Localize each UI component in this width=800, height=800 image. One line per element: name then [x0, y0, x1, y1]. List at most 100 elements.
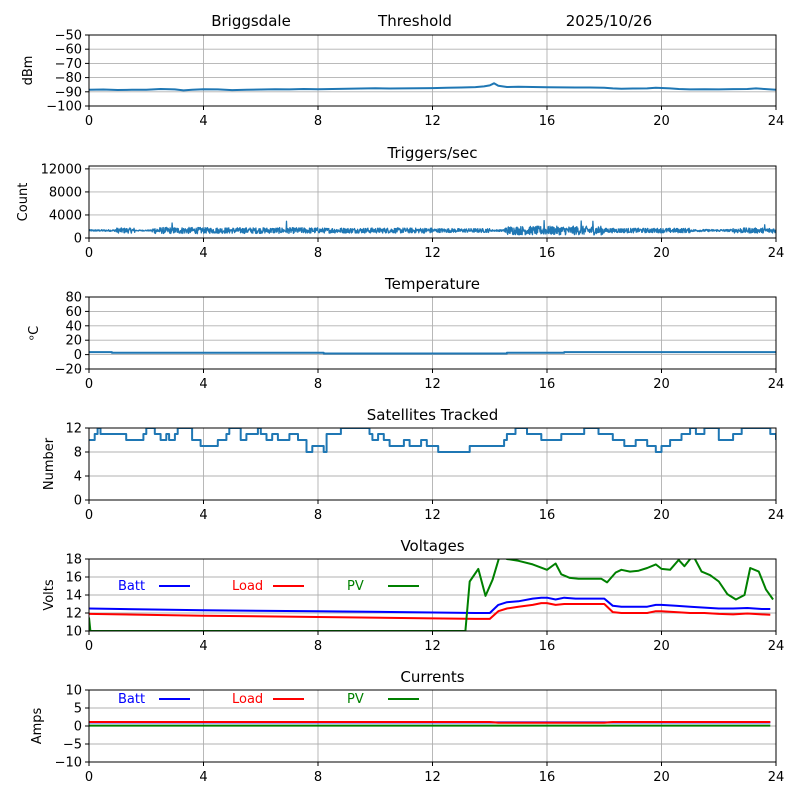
x-tick-label: 4	[199, 246, 207, 261]
x-tick-label: 16	[539, 508, 556, 523]
panel-title: Voltages	[400, 537, 464, 555]
x-tick-label: 8	[314, 114, 322, 129]
y-tick-label: 4	[74, 470, 82, 485]
x-tick-label: 24	[768, 639, 785, 654]
y-tick-label: 18	[65, 553, 82, 568]
x-tick-label: 24	[768, 377, 785, 392]
x-tick-label: 0	[85, 639, 93, 654]
panel-title: Satellites Tracked	[367, 406, 498, 424]
y-tick-label: 0	[74, 720, 82, 735]
y-tick-label: 14	[65, 589, 82, 604]
x-tick-label: 20	[653, 377, 670, 392]
y-tick-label: 10	[65, 625, 82, 640]
y-axis-label: Count	[16, 183, 31, 222]
series-threshold	[89, 82, 776, 92]
x-tick-label: 16	[539, 770, 556, 785]
x-tick-label: 0	[85, 770, 93, 785]
y-tick-label: −5	[63, 738, 82, 753]
y-tick-label: 8000	[49, 185, 82, 200]
x-tick-label: 20	[653, 639, 670, 654]
x-tick-label: 0	[85, 508, 93, 523]
header-mode: Threshold	[377, 12, 452, 30]
x-tick-label: 0	[85, 114, 93, 129]
y-tick-label: 0	[74, 348, 82, 363]
x-tick-label: 24	[768, 770, 785, 785]
x-tick-label: 12	[424, 639, 441, 654]
series-triggers	[89, 220, 776, 236]
panel-triggers: 0 4 8 12 16 20 24 0 4000 8000 12000 Count Triggers/s…	[16, 144, 784, 261]
header-date: 2025/10/26	[566, 12, 652, 30]
y-tick-label: −80	[55, 71, 82, 86]
legend-label: PV	[347, 692, 364, 707]
series-temperature	[89, 351, 776, 355]
x-tick-label: 4	[199, 770, 207, 785]
x-tick-label: 8	[314, 508, 322, 523]
x-tick-label: 4	[199, 114, 207, 129]
y-tick-label: 20	[65, 334, 82, 349]
x-tick-label: 20	[653, 508, 670, 523]
x-tick-label: 0	[85, 246, 93, 261]
legend-label: Batt	[118, 692, 145, 707]
legend-entry-pv: PV	[347, 579, 419, 594]
header-site: Briggsdale	[211, 12, 291, 30]
panel-title: Temperature	[384, 275, 480, 293]
legend-label: Load	[232, 579, 263, 594]
x-tick-label: 4	[199, 377, 207, 392]
panel-voltages: 0 4 8 12 16 20 24 10 12 14 16 18 Volts Voltages Batt Lo…	[42, 537, 784, 654]
x-tick-label: 20	[653, 246, 670, 261]
x-tick-label: 16	[539, 246, 556, 261]
x-tick-label: 16	[539, 114, 556, 129]
x-tick-label: 24	[768, 246, 785, 261]
y-tick-label: −60	[55, 43, 82, 58]
y-tick-label: 5	[74, 702, 82, 717]
series-satellites	[89, 428, 776, 453]
y-tick-label: 16	[65, 571, 82, 586]
y-tick-label: −50	[55, 29, 82, 44]
y-tick-label: −70	[55, 57, 82, 72]
y-tick-label: 10	[65, 684, 82, 699]
y-tick-label: 12	[65, 607, 82, 622]
x-tick-label: 12	[424, 114, 441, 129]
panel-title: Currents	[400, 668, 464, 686]
x-tick-label: 4	[199, 639, 207, 654]
y-tick-label: 0	[74, 232, 82, 247]
panel-title: Triggers/sec	[387, 144, 478, 162]
y-tick-label: 12000	[41, 162, 82, 177]
legend-label: Load	[232, 692, 263, 707]
y-tick-label: 4000	[49, 208, 82, 223]
y-axis-label: ᵒC	[27, 326, 42, 340]
y-tick-label: 60	[65, 305, 82, 320]
y-axis-label: Number	[42, 437, 57, 490]
series-load	[89, 721, 771, 724]
legend-entry-pv: PV	[347, 692, 419, 707]
y-tick-label: 0	[74, 494, 82, 509]
y-tick-label: −90	[55, 85, 82, 100]
x-tick-label: 20	[653, 770, 670, 785]
x-tick-label: 0	[85, 377, 93, 392]
legend-entry-load: Load	[232, 579, 304, 594]
y-tick-label: 80	[65, 291, 82, 306]
legend-entry-load: Load	[232, 692, 304, 707]
y-tick-label: −20	[55, 363, 82, 378]
legend-entry-batt: Batt	[118, 692, 190, 707]
panel-threshold: 0 4 8 12 16 20 24 −100−90−80−70−60−50 dBm	[21, 29, 784, 130]
x-tick-label: 8	[314, 246, 322, 261]
x-tick-label: 24	[768, 508, 785, 523]
legend-label: Batt	[118, 579, 145, 594]
x-tick-label: 12	[424, 508, 441, 523]
legend-entry-batt: Batt	[118, 579, 190, 594]
x-tick-label: 16	[539, 639, 556, 654]
x-tick-label: 16	[539, 377, 556, 392]
x-tick-label: 20	[653, 114, 670, 129]
series-load	[89, 602, 771, 620]
legend-label: PV	[347, 579, 364, 594]
x-tick-label: 8	[314, 377, 322, 392]
x-tick-label: 12	[424, 770, 441, 785]
y-tick-label: −10	[55, 756, 82, 771]
panel-currents: 0 4 8 12 16 20 24 −10 −5 0 5 10 Amps Currents Batt Load…	[30, 668, 784, 785]
y-axis-label: Amps	[30, 707, 45, 744]
series-pv	[89, 559, 774, 631]
x-tick-label: 8	[314, 770, 322, 785]
